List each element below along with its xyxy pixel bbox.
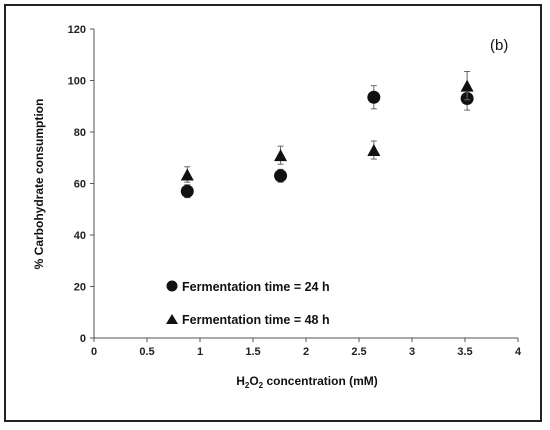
legend: Fermentation time = 24 h Fermentation ti… [166,280,330,327]
y-tick-label: 20 [74,282,86,294]
series-2-point-4-triangle-marker [460,79,474,92]
x-tick-label: 1.5 [245,346,260,358]
legend-label-24h: Fermentation time = 24 h [182,280,330,294]
x-title-prefix: H [236,374,245,388]
series-1-point-3-circle-marker [367,90,381,104]
series-2-point-2-triangle-marker [274,149,288,162]
x-title-mid: O [249,374,258,388]
x-tick-label: 1 [197,346,203,358]
x-title-suffix: concentration (mM) [263,374,378,388]
y-tick-label: 120 [68,24,86,36]
x-tick-label: 3.5 [457,346,472,358]
data-marks [180,70,474,199]
series-2-point-1-triangle-marker [180,168,194,181]
legend-marker-48h [166,314,178,324]
legend-label-48h: Fermentation time = 48 h [182,313,330,327]
y-tick-label: 60 [74,179,86,191]
x-title-sub2: 2 [259,381,264,390]
series-2-point-3-triangle-marker [367,144,381,157]
ticks [90,28,519,342]
legend-marker-24h [166,280,178,292]
x-axis-title: H2O2 concentration (mM) [236,374,378,390]
x-tick-label: 2.5 [351,346,366,358]
y-tick-label: 80 [74,127,86,139]
series-1-point-2-circle-marker [274,169,288,183]
x-tick-label: 0.5 [139,346,154,358]
x-tick-label: 3 [409,346,415,358]
y-tick-label: 100 [68,76,86,88]
x-tick-label: 0 [91,346,97,358]
y-axis-title: % Carbohydrate consumption [32,99,46,270]
y-tick-label: 40 [74,230,86,242]
panel-label: (b) [490,37,508,54]
x-title-sub1: 2 [245,381,250,390]
series-1-point-1-circle-marker [180,184,194,198]
x-tick-label: 4 [515,346,522,358]
x-tick-label: 2 [303,346,309,358]
y-tick-label: 0 [80,333,86,345]
